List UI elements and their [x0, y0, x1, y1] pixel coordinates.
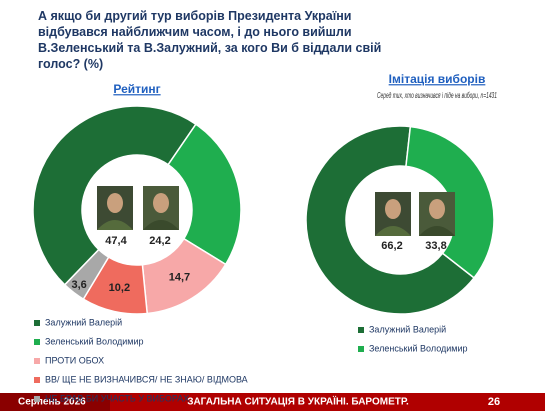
- legend-label: ВВ/ ЩЕ НЕ ВИЗНАЧИВСЯ/ НЕ ЗНАЮ/ ВІДМОВА: [45, 374, 248, 384]
- chart-subtitle: Серед тих, хто визначився і піде на вибо…: [377, 91, 497, 100]
- footer-page: 26: [488, 396, 500, 408]
- footer-date: Серпень 2026: [18, 397, 86, 408]
- photo-face: [153, 193, 169, 213]
- legend-swatch: [34, 377, 40, 383]
- donut-segment: [305, 125, 476, 315]
- donut-segment: [167, 123, 242, 266]
- chart-title: Рейтинг: [113, 82, 160, 96]
- legend-swatch: [34, 396, 40, 402]
- value-label: 10,2: [109, 282, 130, 294]
- photo-body: [143, 220, 179, 230]
- legend-swatch: [34, 320, 40, 326]
- photo-body: [419, 226, 455, 236]
- legend-swatch: [358, 346, 364, 352]
- photo-body: [375, 226, 411, 236]
- value-label: 24,2: [149, 235, 170, 247]
- chart-title: Імітація виборів: [389, 72, 486, 86]
- legend-swatch: [358, 327, 364, 333]
- donut-segment: [63, 248, 110, 301]
- photo-face: [107, 193, 123, 213]
- legend-label: НЕ БРАВ БИ УЧАСТЬ У ВИБОРАХ: [45, 393, 189, 403]
- legend-swatch: [34, 339, 40, 345]
- legend-label: Зеленський Володимир: [45, 336, 144, 346]
- legend-swatch: [34, 358, 40, 364]
- value-label: 33,8: [425, 240, 446, 252]
- title: А якщо би другий тур виборів Президента …: [38, 9, 382, 71]
- legend-label: Зеленський Володимир: [369, 343, 468, 353]
- value-label: 14,7: [169, 272, 190, 284]
- photo-face: [385, 199, 401, 219]
- footer-text: ЗАГАЛЬНА СИТУАЦІЯ В УКРАЇНІ. БАРОМЕТР.: [187, 395, 409, 408]
- value-label: 3,6: [71, 279, 86, 291]
- legend-label: Залужний Валерій: [369, 324, 446, 334]
- legend-label: ПРОТИ ОБОХ: [45, 355, 104, 365]
- legend-label: Залужний Валерій: [45, 317, 122, 327]
- donut-segment: [405, 125, 495, 279]
- value-label: 66,2: [381, 240, 402, 252]
- footer-bar: [0, 393, 545, 411]
- footer-bar-left: [0, 393, 110, 411]
- donut-segment: [32, 105, 197, 286]
- photo-body: [97, 220, 133, 230]
- value-label: 47,4: [105, 235, 127, 247]
- photo-face: [429, 199, 445, 219]
